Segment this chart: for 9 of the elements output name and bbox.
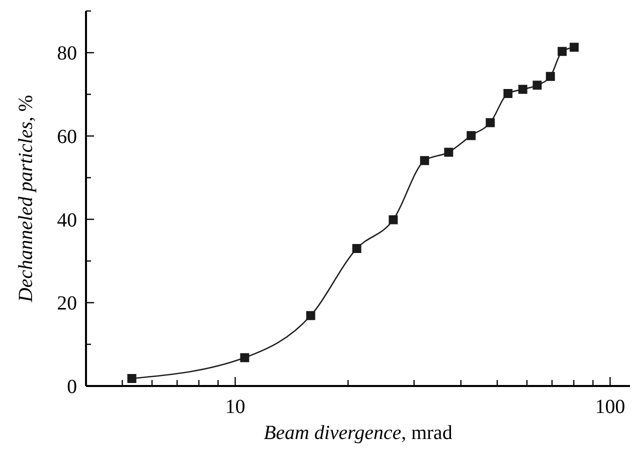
x-tick-label: 10	[225, 396, 246, 418]
y-tick-label: 0	[67, 376, 77, 398]
x-axis-title: Beam divergence, mrad	[264, 422, 452, 444]
y-tick-label: 80	[57, 42, 77, 65]
y-axis-title: Dechanneled particles, %	[15, 94, 37, 304]
y-tick-label: 60	[57, 126, 77, 148]
y-tick-label: 20	[57, 292, 77, 315]
x-tick-label: 100	[595, 396, 626, 418]
y-tick-label: 40	[57, 209, 77, 232]
